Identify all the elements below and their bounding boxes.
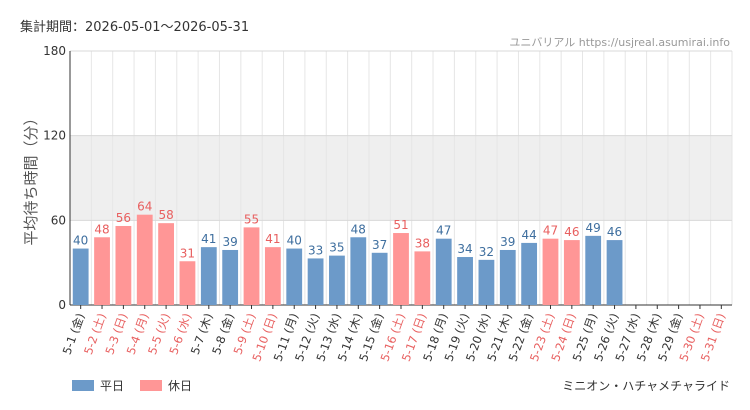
- legend-swatch-weekday: [72, 380, 94, 391]
- legend-label-holiday: 休日: [168, 379, 193, 393]
- bar-value-label: 39: [223, 235, 238, 249]
- bar-value-label: 39: [500, 235, 515, 249]
- bar-value-label: 40: [287, 234, 302, 248]
- bar: [393, 233, 409, 305]
- bar: [542, 238, 559, 305]
- bar: [606, 240, 623, 305]
- bar-value-label: 33: [308, 243, 323, 257]
- bar: [222, 249, 239, 305]
- bar: [350, 237, 367, 305]
- bar-value-label: 40: [73, 234, 88, 248]
- bar: [478, 259, 495, 305]
- bar: [200, 247, 217, 305]
- bar-value-label: 49: [586, 221, 601, 235]
- bar-value-label: 56: [116, 211, 131, 225]
- bar-value-label: 55: [244, 212, 259, 226]
- bar-value-label: 47: [543, 224, 558, 238]
- bar: [371, 252, 388, 305]
- bar-value-label: 46: [564, 225, 579, 239]
- bar: [585, 235, 602, 305]
- y-tick-label: 180: [43, 44, 66, 58]
- bar-value-label: 47: [436, 224, 451, 238]
- legend-label-weekday: 平日: [100, 379, 125, 393]
- bar-value-label: 44: [521, 228, 536, 242]
- bar-value-label: 32: [479, 245, 494, 259]
- bar-value-label: 58: [158, 208, 173, 222]
- bar: [521, 242, 538, 305]
- bar: [136, 214, 153, 305]
- bar: [329, 255, 345, 305]
- bar: [179, 261, 196, 305]
- bar-value-label: 51: [393, 218, 408, 232]
- bar: [563, 240, 580, 305]
- bar-value-label: 48: [351, 222, 366, 236]
- chart-legend: 平日 休日: [72, 377, 208, 394]
- bar-value-label: 35: [329, 241, 344, 255]
- y-tick-label: 120: [43, 129, 66, 143]
- bar: [435, 238, 452, 305]
- bar-value-label: 34: [457, 242, 472, 256]
- legend-item-weekday: 平日: [72, 377, 124, 394]
- bar: [158, 223, 174, 305]
- shaded-band: [70, 135, 732, 221]
- bar: [307, 258, 324, 305]
- bar: [499, 249, 516, 305]
- legend-item-holiday: 休日: [140, 377, 192, 394]
- bar: [264, 247, 281, 305]
- bar-value-label: 31: [180, 246, 195, 260]
- bar-value-label: 37: [372, 238, 387, 252]
- bar-value-label: 41: [265, 232, 280, 246]
- site-watermark: ユニバリアル https://usjreal.asumirai.info: [509, 36, 730, 49]
- collection-period: 集計期間：2026-05-01～2026-05-31: [20, 20, 250, 35]
- bar-value-label: 64: [137, 200, 152, 214]
- bar-value-label: 41: [201, 232, 216, 246]
- attraction-name: ミニオン・ハチャメチャライド: [562, 379, 730, 393]
- bar-value-label: 48: [94, 222, 109, 236]
- y-axis-title: 平均待ち時間（分）: [22, 110, 40, 245]
- bar: [457, 257, 473, 305]
- legend-swatch-holiday: [140, 380, 163, 391]
- bar-value-label: 38: [415, 236, 430, 250]
- bar: [243, 227, 260, 305]
- bar-value-label: 46: [607, 225, 622, 239]
- bar: [72, 248, 89, 305]
- y-tick-label: 0: [58, 298, 66, 312]
- y-tick-label: 60: [51, 213, 66, 227]
- bar: [414, 251, 431, 305]
- bar: [94, 237, 110, 305]
- bar: [115, 225, 132, 305]
- bar: [286, 248, 303, 305]
